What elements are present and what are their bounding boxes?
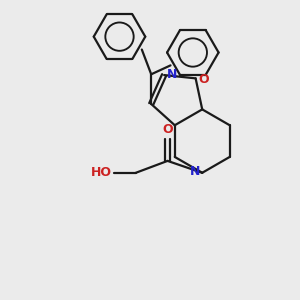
- Text: N: N: [190, 165, 200, 178]
- Text: O: O: [199, 73, 209, 86]
- Text: N: N: [167, 68, 178, 81]
- Text: HO: HO: [91, 166, 112, 179]
- Text: O: O: [162, 123, 173, 136]
